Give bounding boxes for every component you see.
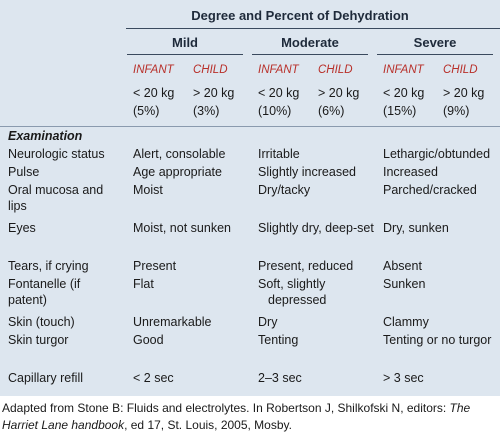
rule xyxy=(377,54,493,55)
row-label: Tears, if crying xyxy=(8,259,89,273)
rule xyxy=(126,28,500,29)
column-label: CHILD xyxy=(443,64,478,76)
caption-book-title: The Harriet Lane handbook xyxy=(2,401,471,432)
cell: Parched/cracked xyxy=(383,183,477,197)
column-label: INFANT xyxy=(133,64,174,76)
column-label: INFANT xyxy=(383,64,424,76)
cell: Tenting or no turgor xyxy=(383,333,492,347)
percent-label: (15%) xyxy=(383,104,417,118)
cell: Clammy xyxy=(383,315,429,329)
cell: Tenting xyxy=(258,333,299,347)
group-header: Moderate xyxy=(281,35,339,50)
cell: Slightly increased xyxy=(258,165,356,179)
cell: Age appropriate xyxy=(133,165,222,179)
cell: Absent xyxy=(383,259,422,273)
weight-label: < 20 kg xyxy=(383,86,425,100)
cell: Flat xyxy=(133,277,154,291)
row-label: Oral mucosa and lips xyxy=(8,183,104,213)
row-label: Capillary refill xyxy=(8,371,84,385)
rule xyxy=(0,126,500,127)
caption-text: , ed 17, St. Louis, 2005, Mosby. xyxy=(124,418,292,432)
cell: Alert, consolable xyxy=(133,147,226,161)
weight-label: < 20 kg xyxy=(258,86,300,100)
cell: Soft, slightly depressed xyxy=(258,277,327,307)
percent-label: (10%) xyxy=(258,104,292,118)
cell: Dry, sunken xyxy=(383,221,449,235)
cell: Present, reduced xyxy=(258,259,354,273)
rule xyxy=(127,54,243,55)
weight-label: > 20 kg xyxy=(318,86,360,100)
group-header: Severe xyxy=(413,35,457,50)
percent-label: (6%) xyxy=(318,104,345,118)
cell: < 2 sec xyxy=(133,371,174,385)
caption-text: Adapted from Stone B: Fluids and electro… xyxy=(2,401,450,415)
row-label: Skin turgor xyxy=(8,333,69,347)
group-header: Mild xyxy=(172,35,198,50)
weight-label: > 20 kg xyxy=(193,86,235,100)
row-label: Skin (touch) xyxy=(8,315,75,329)
table-title: Degree and Percent of Dehydration xyxy=(191,8,409,23)
row-label: Pulse xyxy=(8,165,40,179)
percent-label: (9%) xyxy=(443,104,470,118)
cell: Sunken xyxy=(383,277,426,291)
weight-label: > 20 kg xyxy=(443,86,485,100)
row-label: Fontanelle (if patent) xyxy=(8,277,81,307)
section-label: Examination xyxy=(8,129,83,143)
cell: Good xyxy=(133,333,164,347)
cell: Dry xyxy=(258,315,278,329)
percent-label: (5%) xyxy=(133,104,160,118)
cell: 2–3 sec xyxy=(258,371,302,385)
rule xyxy=(252,54,368,55)
cell: Unremarkable xyxy=(133,315,212,329)
cell: Irritable xyxy=(258,147,300,161)
cell: Increased xyxy=(383,165,438,179)
column-label: CHILD xyxy=(193,64,228,76)
row-label: Eyes xyxy=(8,221,36,235)
caption: Adapted from Stone B: Fluids and electro… xyxy=(2,400,498,434)
table: Degree and Percent of Dehydration Examin… xyxy=(0,0,500,396)
cell: Dry/tacky xyxy=(258,183,311,197)
weight-label: < 20 kg xyxy=(133,86,175,100)
cell: Present xyxy=(133,259,177,273)
cell: Moist, not sunken xyxy=(133,221,231,235)
column-label: INFANT xyxy=(258,64,299,76)
cell: > 3 sec xyxy=(383,371,424,385)
cell: Moist xyxy=(133,183,163,197)
percent-label: (3%) xyxy=(193,104,220,118)
column-label: CHILD xyxy=(318,64,353,76)
cell: Lethargic/obtunded xyxy=(383,147,491,161)
row-label: Neurologic status xyxy=(8,147,105,161)
cell: Slightly dry, deep-set xyxy=(258,221,374,235)
